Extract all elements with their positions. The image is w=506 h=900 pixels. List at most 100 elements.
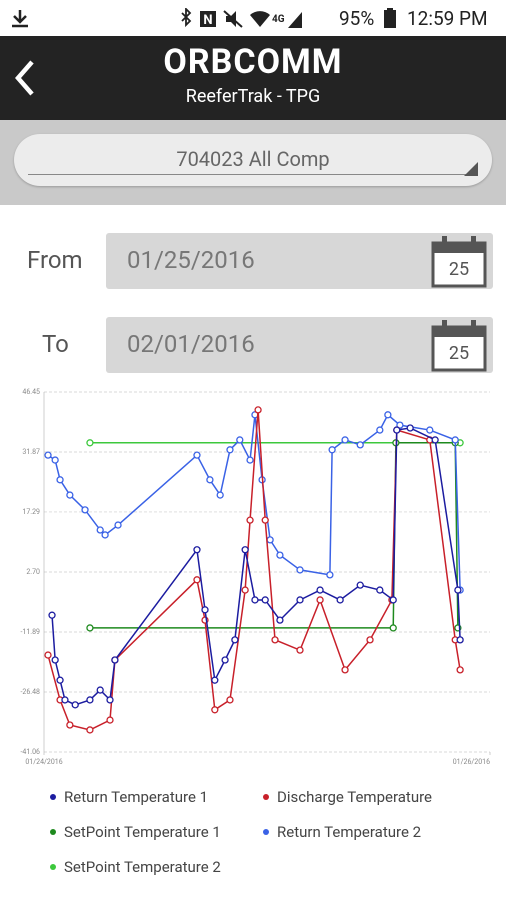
data-point: [241, 546, 249, 554]
series-line: [89, 442, 459, 629]
svg-text:4G: 4G: [272, 14, 285, 25]
from-calendar-button[interactable]: 25: [430, 233, 490, 289]
app-title: ReeferTrak - TPG: [185, 86, 321, 107]
data-point: [251, 596, 259, 604]
data-point: [61, 696, 69, 704]
data-point: [226, 696, 234, 704]
data-point: [48, 611, 56, 619]
data-point: [366, 636, 374, 644]
data-point: [111, 656, 119, 664]
data-point: [271, 636, 279, 644]
data-point: [206, 476, 214, 484]
calendar-day: 25: [449, 259, 469, 280]
series-line: [47, 409, 461, 731]
data-point: [193, 576, 201, 584]
series-line: [51, 427, 461, 706]
calendar-day: 25: [449, 343, 469, 364]
legend-item[interactable]: Return Temperature 2: [263, 823, 421, 841]
to-label: To: [42, 330, 69, 358]
unit-dropdown-text: 704023 All Comp: [176, 147, 330, 171]
legend: Return Temperature 1 Discharge Temperatur…: [0, 782, 506, 892]
data-point: [341, 666, 349, 674]
data-point: [376, 426, 384, 434]
data-point: [454, 586, 462, 594]
x-tick-label: 01/24/2016: [25, 758, 62, 766]
data-point: [456, 636, 464, 644]
y-tick-label: 31.87: [22, 448, 40, 456]
legend-label: Discharge Temperature: [277, 788, 432, 806]
data-point: [254, 406, 262, 414]
data-point: [296, 646, 304, 654]
from-label: From: [27, 246, 83, 274]
data-point: [216, 491, 224, 499]
data-point: [201, 606, 209, 614]
data-point: [106, 696, 114, 704]
data-point: [211, 706, 219, 714]
data-point: [384, 411, 392, 419]
legend-label: Return Temperature 2: [277, 823, 422, 841]
data-point: [316, 596, 324, 604]
unit-band: 704023 All Comp: [0, 120, 506, 205]
clock: 12:59 PM: [407, 7, 488, 30]
data-point: [246, 456, 254, 464]
to-date-field[interactable]: 02/01/2016: [106, 317, 493, 373]
data-point: [336, 596, 344, 604]
chart: -41.06 -26.48 -11.89 2.70 17.29 31.87 46.45 01/…: [20, 388, 491, 766]
legend-swatch: [263, 794, 269, 800]
legend-swatch: [263, 829, 269, 835]
battery-level: 95%: [339, 7, 375, 30]
data-point: [396, 421, 404, 429]
from-date-field[interactable]: 01/25/2016: [106, 233, 493, 289]
y-tick-label: -41.06: [20, 748, 40, 756]
data-point: [96, 686, 104, 694]
data-point: [241, 586, 249, 594]
to-calendar-button[interactable]: 25: [430, 317, 490, 373]
legend-label: Return Temperature 1: [64, 788, 209, 806]
svg-text:N: N: [203, 13, 212, 28]
data-point: [296, 566, 304, 574]
legend-label: SetPoint Temperature 2: [64, 858, 221, 876]
data-point: [456, 666, 464, 674]
data-point: [114, 521, 122, 529]
battery-icon: [384, 8, 396, 28]
data-point: [226, 446, 234, 454]
data-point: [44, 651, 52, 659]
legend-item[interactable]: SetPoint Temperature 1: [50, 823, 221, 841]
status-icons: N 4G: [181, 8, 302, 28]
data-point: [81, 506, 89, 514]
data-point: [44, 451, 52, 459]
unit-dropdown[interactable]: 704023 All Comp: [14, 134, 492, 186]
legend-item[interactable]: Return Temperature 1: [50, 788, 208, 806]
data-point: [236, 436, 244, 444]
legend-item[interactable]: SetPoint Temperature 2: [50, 858, 221, 876]
data-point: [276, 616, 284, 624]
data-point: [406, 424, 414, 432]
legend-label: SetPoint Temperature 1: [64, 823, 221, 841]
data-point: [276, 551, 284, 559]
data-point: [86, 696, 94, 704]
data-point: [86, 439, 94, 447]
legend-swatch: [50, 829, 56, 835]
data-point: [316, 586, 324, 594]
data-point: [56, 476, 64, 484]
y-tick-label: 2.70: [26, 568, 40, 576]
data-point: [328, 446, 336, 454]
y-tick-label: -11.89: [20, 628, 40, 636]
data-point: [221, 656, 229, 664]
data-point: [326, 571, 334, 579]
data-point: [393, 426, 401, 434]
data-point: [86, 624, 94, 632]
data-point: [66, 491, 74, 499]
data-point: [266, 536, 274, 544]
data-point: [193, 451, 201, 459]
status-bar: N 4G 95% 12:59 PM: [0, 0, 506, 36]
to-date: 02/01/2016: [127, 330, 255, 358]
dropdown-arrow: [464, 162, 478, 176]
data-point: [261, 516, 269, 524]
data-point: [231, 636, 239, 644]
data-point: [106, 716, 114, 724]
app-bar: ORBCOMM ReeferTrak - TPG: [0, 36, 506, 120]
legend-item[interactable]: Discharge Temperature: [263, 788, 432, 806]
back-button[interactable]: [10, 58, 40, 98]
